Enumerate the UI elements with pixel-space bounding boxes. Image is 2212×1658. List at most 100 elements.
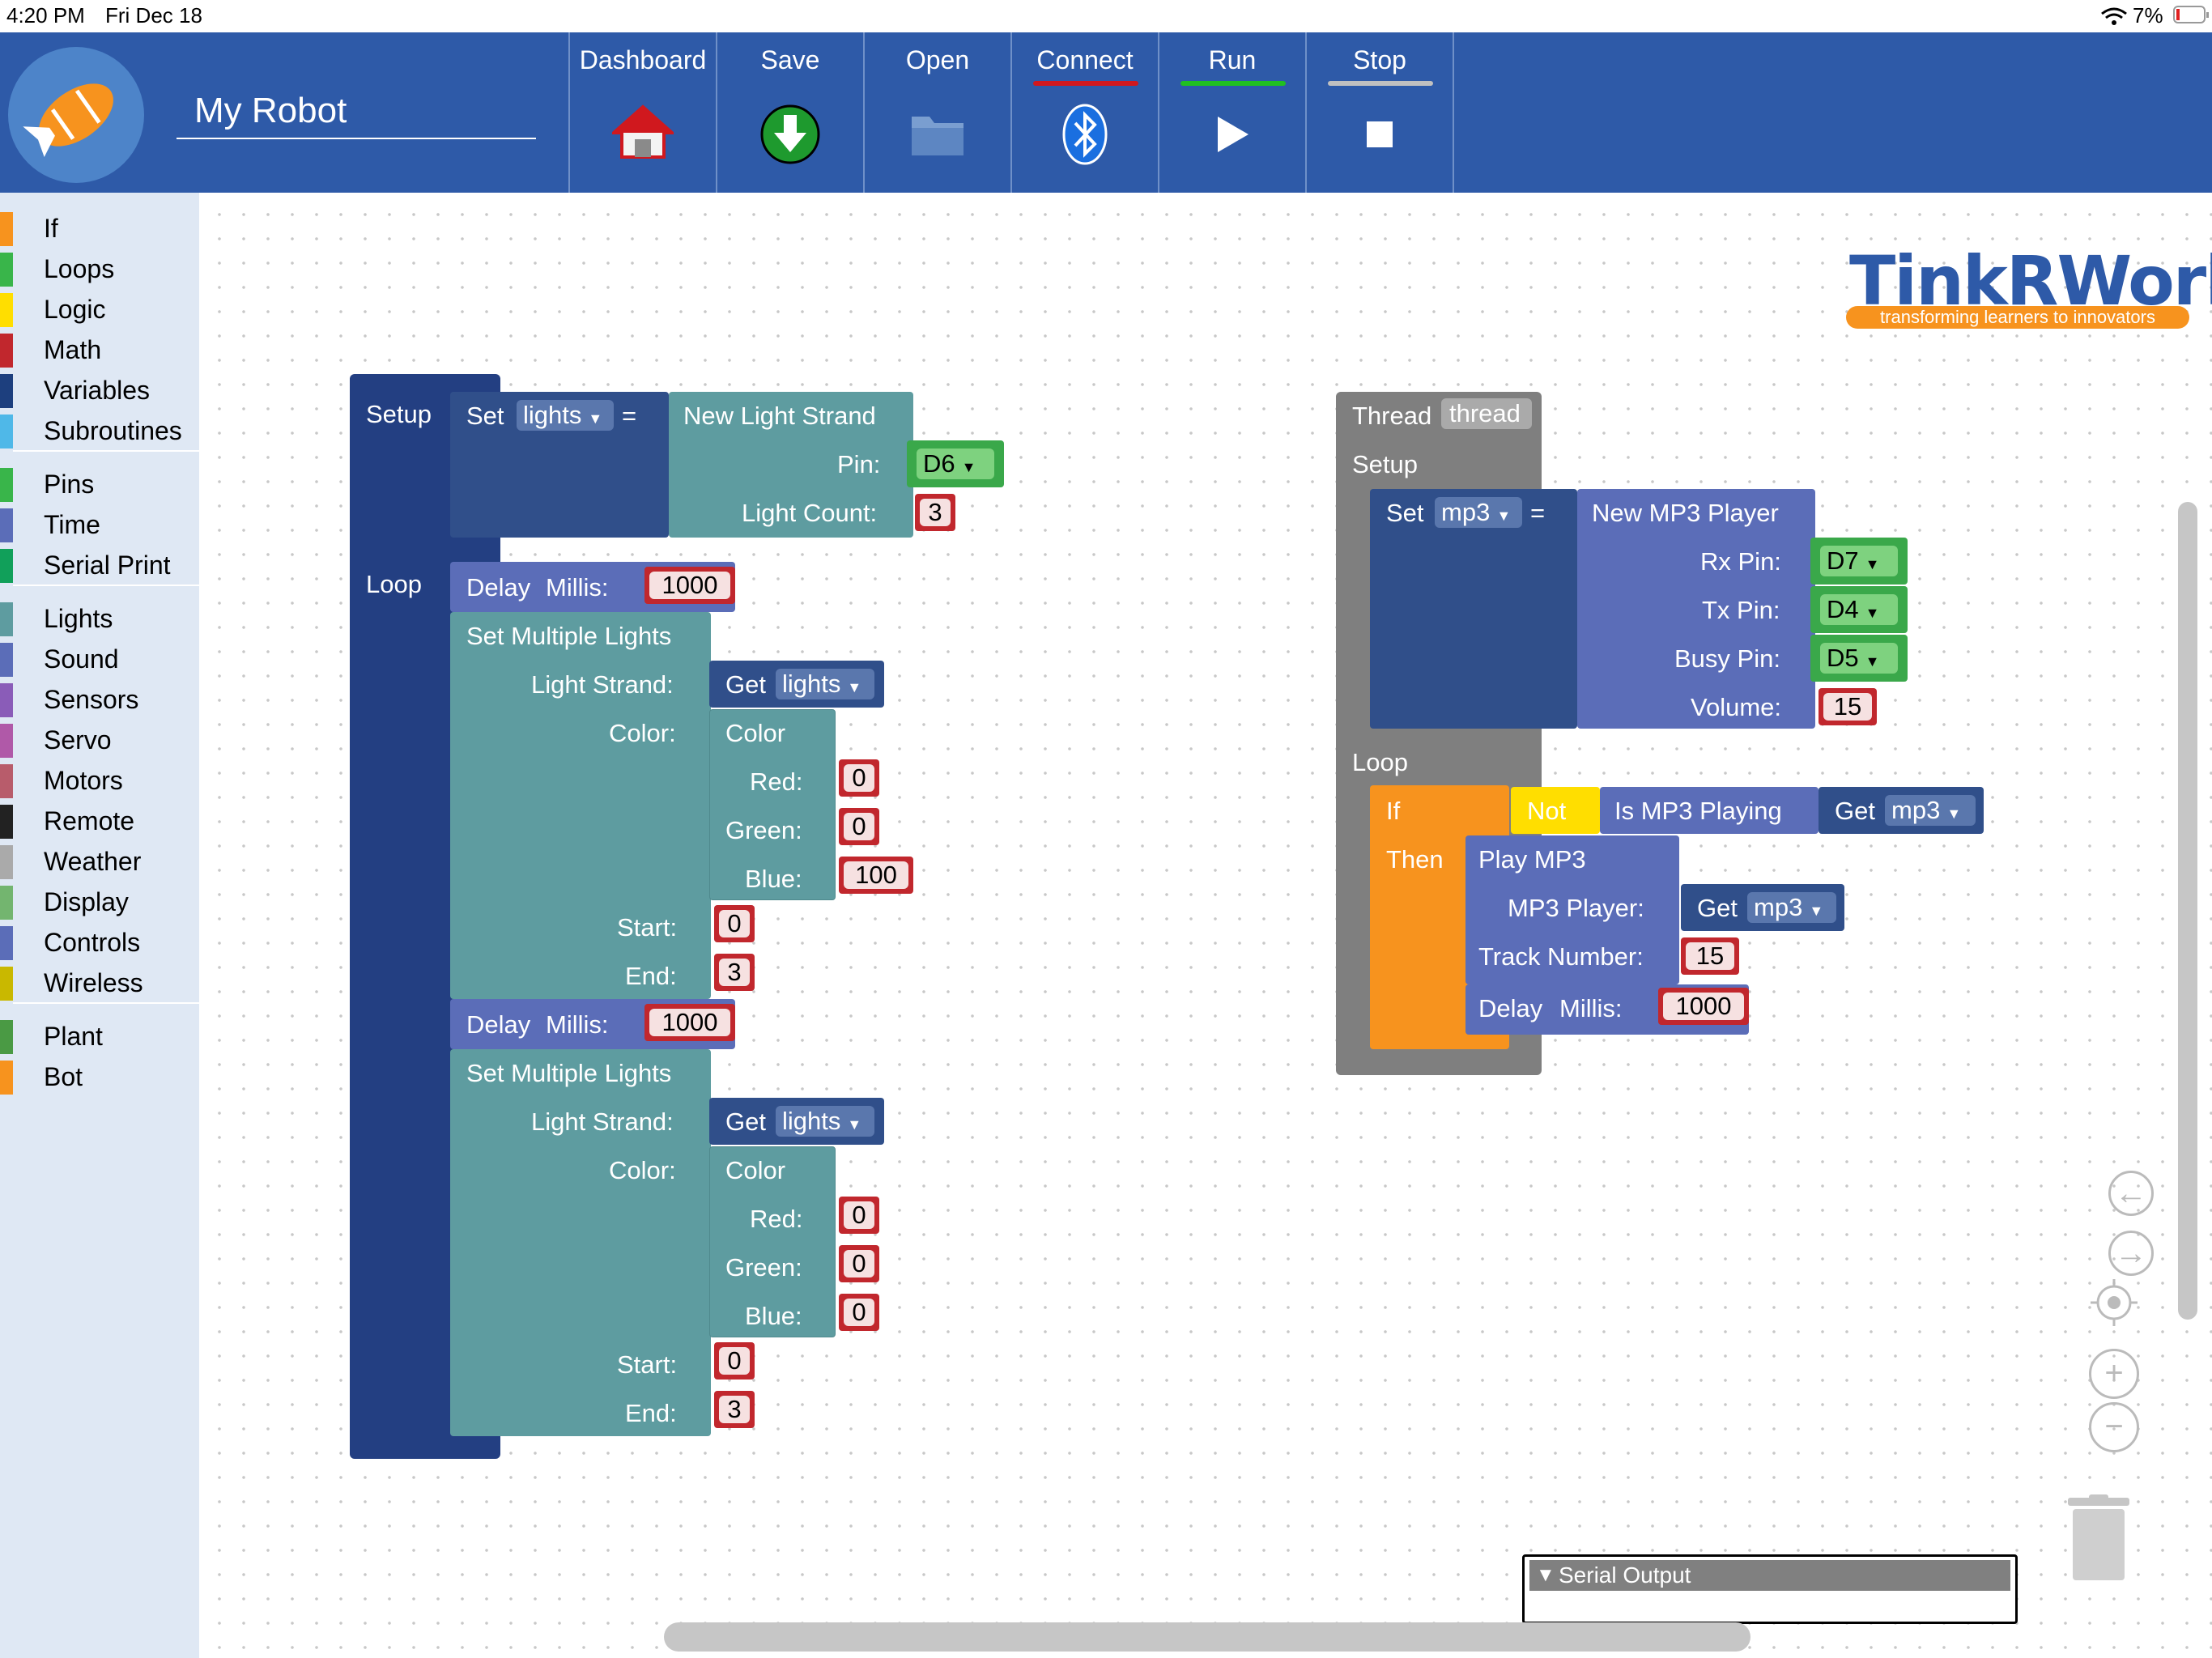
category-lights[interactable]: Lights <box>0 599 199 636</box>
stop-underline <box>1328 81 1433 86</box>
pin-value: D4 <box>1827 595 1859 623</box>
pin-dropdown[interactable]: D4 ▼ <box>1820 594 1898 625</box>
blue-label: Blue: <box>745 1302 802 1330</box>
pin-dropdown[interactable]: D5 ▼ <box>1820 643 1898 674</box>
color-block[interactable] <box>709 1146 836 1337</box>
project-name-field[interactable]: My Robot <box>177 83 536 139</box>
dashboard-button[interactable]: Dashboard <box>568 32 716 193</box>
set-multiple-lights-block[interactable] <box>450 1049 711 1436</box>
zoom-out-button[interactable]: − <box>2089 1402 2139 1452</box>
download-icon <box>760 104 820 164</box>
category-label: Sensors <box>44 685 139 714</box>
volume-label: Volume: <box>1691 693 1782 721</box>
open-button[interactable]: Open <box>863 32 1010 193</box>
category-label: Display <box>44 887 129 916</box>
sidebar-divider <box>13 450 199 452</box>
category-plant[interactable]: Plant <box>0 1017 199 1054</box>
category-loops[interactable]: Loops <box>0 249 199 287</box>
serial-output-label: Serial Output <box>1559 1562 1691 1588</box>
number-block[interactable]: 0 <box>714 905 755 942</box>
undo-button[interactable]: ← <box>2108 1171 2154 1216</box>
category-sound[interactable]: Sound <box>0 640 199 677</box>
category-label: Subroutines <box>44 416 182 445</box>
category-time[interactable]: Time <box>0 505 199 542</box>
category-if[interactable]: If <box>0 209 199 246</box>
category-sensors[interactable]: Sensors <box>0 680 199 717</box>
category-controls[interactable]: Controls <box>0 923 199 960</box>
variable-dropdown[interactable]: mp3 ▼ <box>1747 892 1836 923</box>
light-strand-label: Light Strand: <box>531 670 674 699</box>
variable-name: mp3 <box>1441 498 1491 526</box>
not-block[interactable] <box>1511 787 1600 834</box>
thread-name-field[interactable]: thread <box>1441 398 1532 429</box>
variable-dropdown[interactable]: lights ▼ <box>776 669 874 699</box>
app-logo[interactable] <box>8 47 144 183</box>
category-subroutines[interactable]: Subroutines <box>0 411 199 449</box>
zoom-in-button[interactable]: + <box>2089 1349 2139 1399</box>
pin-dropdown[interactable]: D6 ▼ <box>917 449 994 479</box>
trash-icon[interactable] <box>2065 1494 2133 1584</box>
category-logic[interactable]: Logic <box>0 290 199 327</box>
category-color-swatch <box>0 374 13 408</box>
number-block[interactable]: 3 <box>714 954 755 991</box>
number-block[interactable]: 0 <box>839 1197 879 1234</box>
category-math[interactable]: Math <box>0 330 199 368</box>
red-label: Red: <box>750 1205 803 1233</box>
category-variables[interactable]: Variables <box>0 371 199 408</box>
redo-button[interactable]: → <box>2108 1231 2154 1276</box>
variable-dropdown[interactable]: mp3 ▼ <box>1885 795 1976 826</box>
run-button[interactable]: Run <box>1158 32 1305 193</box>
set-multiple-lights-label: Set Multiple Lights <box>466 1059 672 1087</box>
number-block[interactable]: 15 <box>1819 688 1877 725</box>
category-wireless[interactable]: Wireless <box>0 963 199 1001</box>
color-label: Color <box>725 1156 786 1184</box>
set-variable-block[interactable] <box>1370 489 1577 729</box>
category-weather[interactable]: Weather <box>0 842 199 879</box>
number-block[interactable]: 1000 <box>644 567 735 604</box>
save-button[interactable]: Save <box>716 32 863 193</box>
number-block[interactable]: 3 <box>915 494 955 531</box>
category-label: Pins <box>44 470 95 499</box>
number-block[interactable]: 100 <box>839 857 913 894</box>
category-label: Logic <box>44 295 106 324</box>
variable-dropdown[interactable]: lights ▼ <box>776 1106 874 1137</box>
number-block[interactable]: 0 <box>839 808 879 845</box>
category-servo[interactable]: Servo <box>0 721 199 758</box>
number-block[interactable]: 1000 <box>644 1004 735 1041</box>
chevron-down-icon: ▼ <box>1865 556 1880 572</box>
brand-tagline: transforming learners to innovators <box>1846 306 2189 329</box>
play-mp3-block[interactable] <box>1465 835 1679 984</box>
vertical-scrollbar[interactable] <box>2178 502 2197 1320</box>
variable-name: lights <box>523 401 582 429</box>
category-bot[interactable]: Bot <box>0 1057 199 1095</box>
number-block[interactable]: 0 <box>714 1342 755 1380</box>
number-block[interactable]: 0 <box>839 1245 879 1282</box>
connect-button[interactable]: Connect <box>1010 32 1158 193</box>
number-block[interactable]: 15 <box>1681 937 1739 975</box>
category-motors[interactable]: Motors <box>0 761 199 798</box>
number-block[interactable]: 3 <box>714 1391 755 1428</box>
variable-dropdown[interactable]: lights ▼ <box>517 400 614 431</box>
number-block[interactable]: 0 <box>839 1294 879 1331</box>
category-serial-print[interactable]: Serial Print <box>0 546 199 583</box>
new-mp3-player-block[interactable] <box>1577 489 1815 729</box>
number-block[interactable]: 0 <box>839 759 879 797</box>
start-value: 0 <box>727 1346 742 1375</box>
category-pins[interactable]: Pins <box>0 465 199 502</box>
if-label: If <box>1386 797 1401 825</box>
color-block[interactable] <box>709 709 836 900</box>
category-remote[interactable]: Remote <box>0 801 199 839</box>
is-mp3-playing-block[interactable] <box>1600 787 1819 834</box>
horizontal-scrollbar[interactable] <box>664 1622 1750 1652</box>
serial-output-panel[interactable]: ▼ Serial Output <box>1522 1554 2018 1624</box>
number-block[interactable]: 1000 <box>1658 988 1749 1025</box>
category-display[interactable]: Display <box>0 882 199 920</box>
serial-output-header[interactable]: ▼ Serial Output <box>1529 1560 2010 1591</box>
category-color-swatch <box>0 805 13 839</box>
set-multiple-lights-block[interactable] <box>450 612 711 999</box>
stop-button[interactable]: Stop <box>1305 32 1453 193</box>
recenter-icon[interactable] <box>2089 1278 2139 1328</box>
variable-dropdown[interactable]: mp3 ▼ <box>1435 497 1522 528</box>
pin-dropdown[interactable]: D7 ▼ <box>1820 546 1898 576</box>
new-light-strand-block[interactable] <box>669 392 913 538</box>
